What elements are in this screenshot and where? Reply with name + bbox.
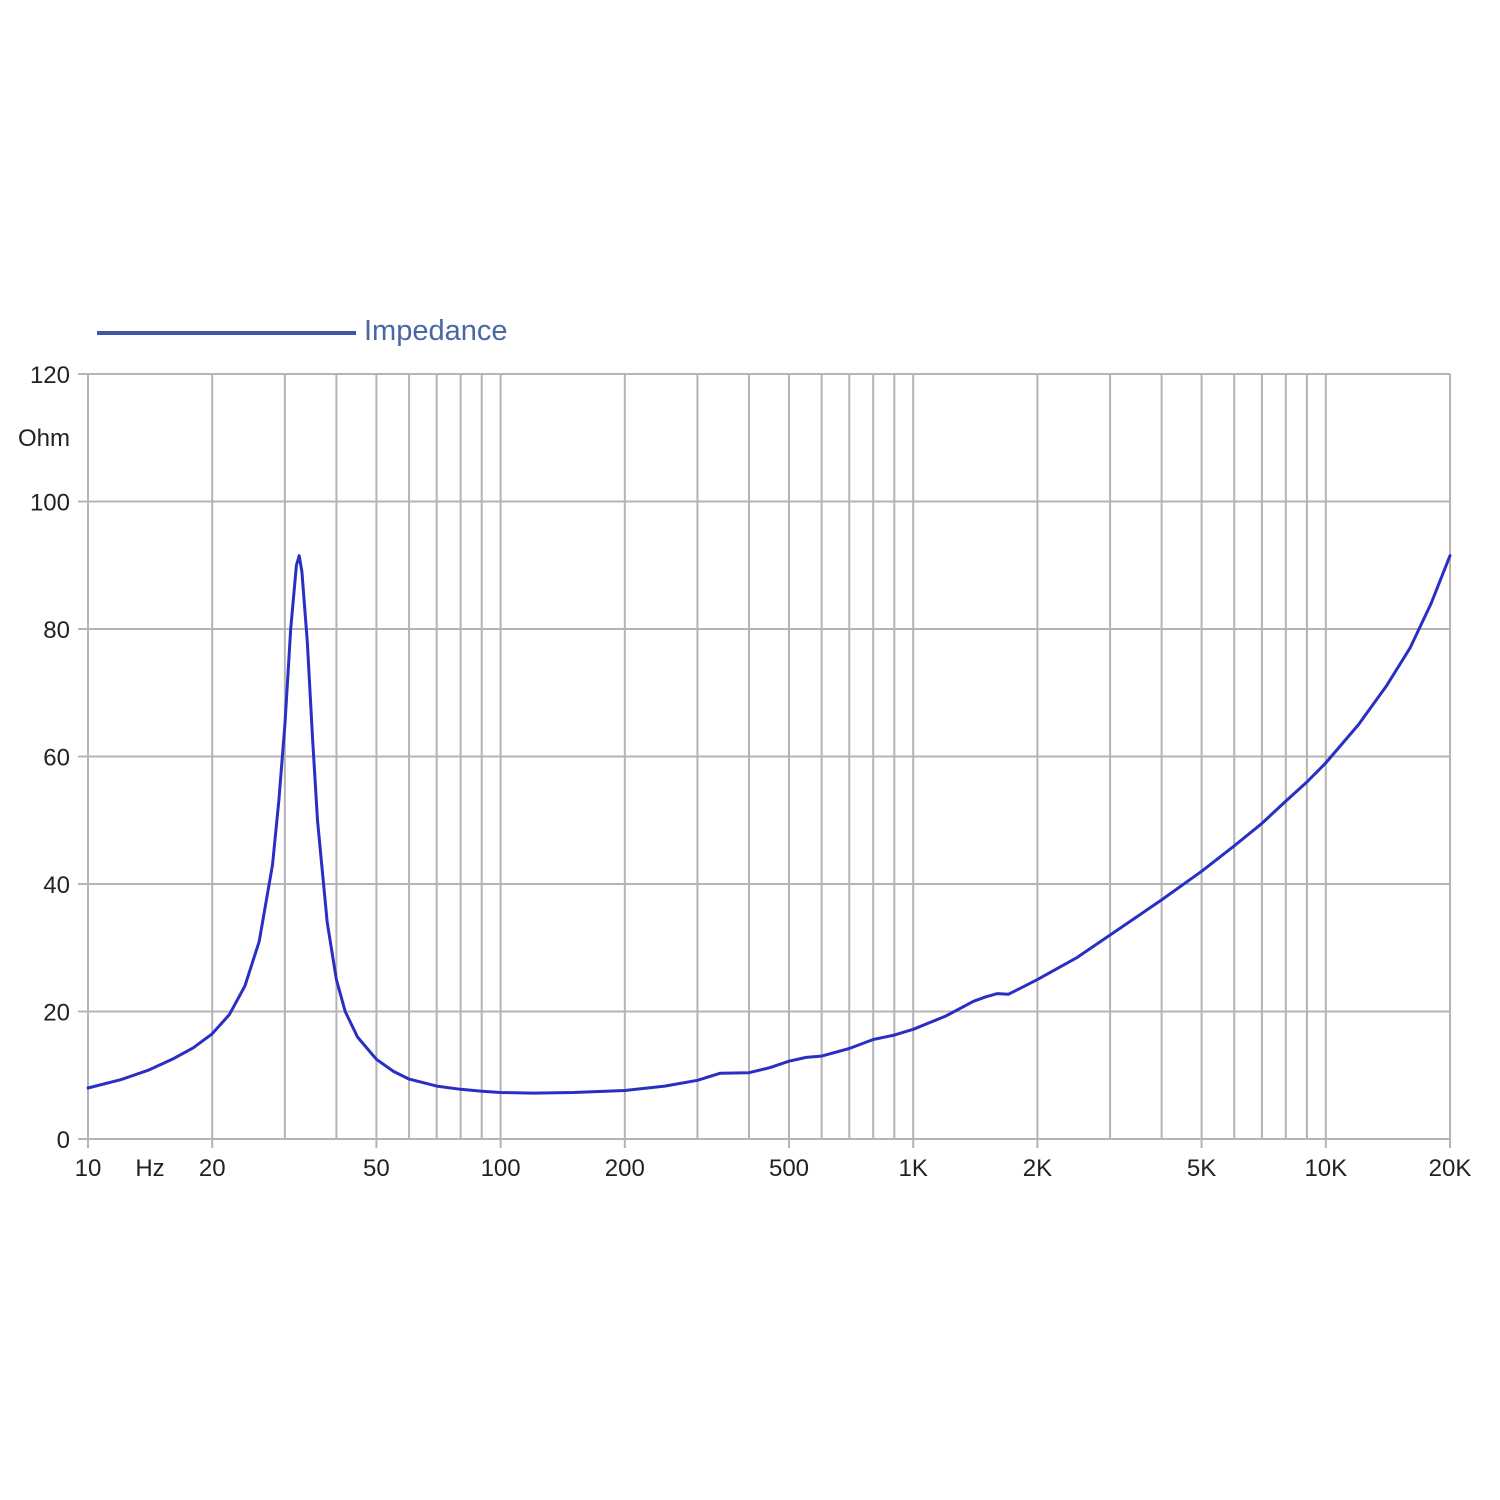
x-tick-label: 200	[605, 1155, 645, 1182]
y-tick-label: 120	[30, 362, 70, 389]
x-tick-label: 1K	[899, 1155, 928, 1182]
y-tick-label: 20	[43, 1000, 70, 1027]
x-tick-label: 5K	[1187, 1155, 1216, 1182]
series-group	[86, 554, 1452, 1095]
x-tick-label: 10	[75, 1155, 102, 1182]
x-tick-label: 20	[199, 1155, 226, 1182]
y-tick-label: 0	[57, 1127, 70, 1154]
y-tick-label: 80	[43, 617, 70, 644]
y-axis-label: Ohm	[18, 425, 70, 452]
grid	[78, 373, 1451, 1140]
x-tick-label: 50	[363, 1155, 390, 1182]
axes: 0 20 40 60 80 100 120 10 20 50 100 200 500 1K 2K 5K 10K 2…	[30, 362, 1471, 1182]
y-tick-label: 40	[43, 872, 70, 899]
x-tick-label: 2K	[1023, 1155, 1052, 1182]
x-tick-label: 20K	[1429, 1155, 1472, 1182]
x-tick-label: 500	[769, 1155, 809, 1182]
x-tick-label: 10K	[1304, 1155, 1347, 1182]
y-tick-label: 100	[30, 490, 70, 517]
legend-label-impedance: Impedance	[364, 315, 508, 347]
series-line-impedance	[86, 554, 1452, 1095]
x-tick-label: 100	[481, 1155, 521, 1182]
y-tick-label: 60	[43, 745, 70, 772]
x-axis-label: Hz	[135, 1155, 164, 1182]
legend: Impedance	[97, 315, 508, 347]
